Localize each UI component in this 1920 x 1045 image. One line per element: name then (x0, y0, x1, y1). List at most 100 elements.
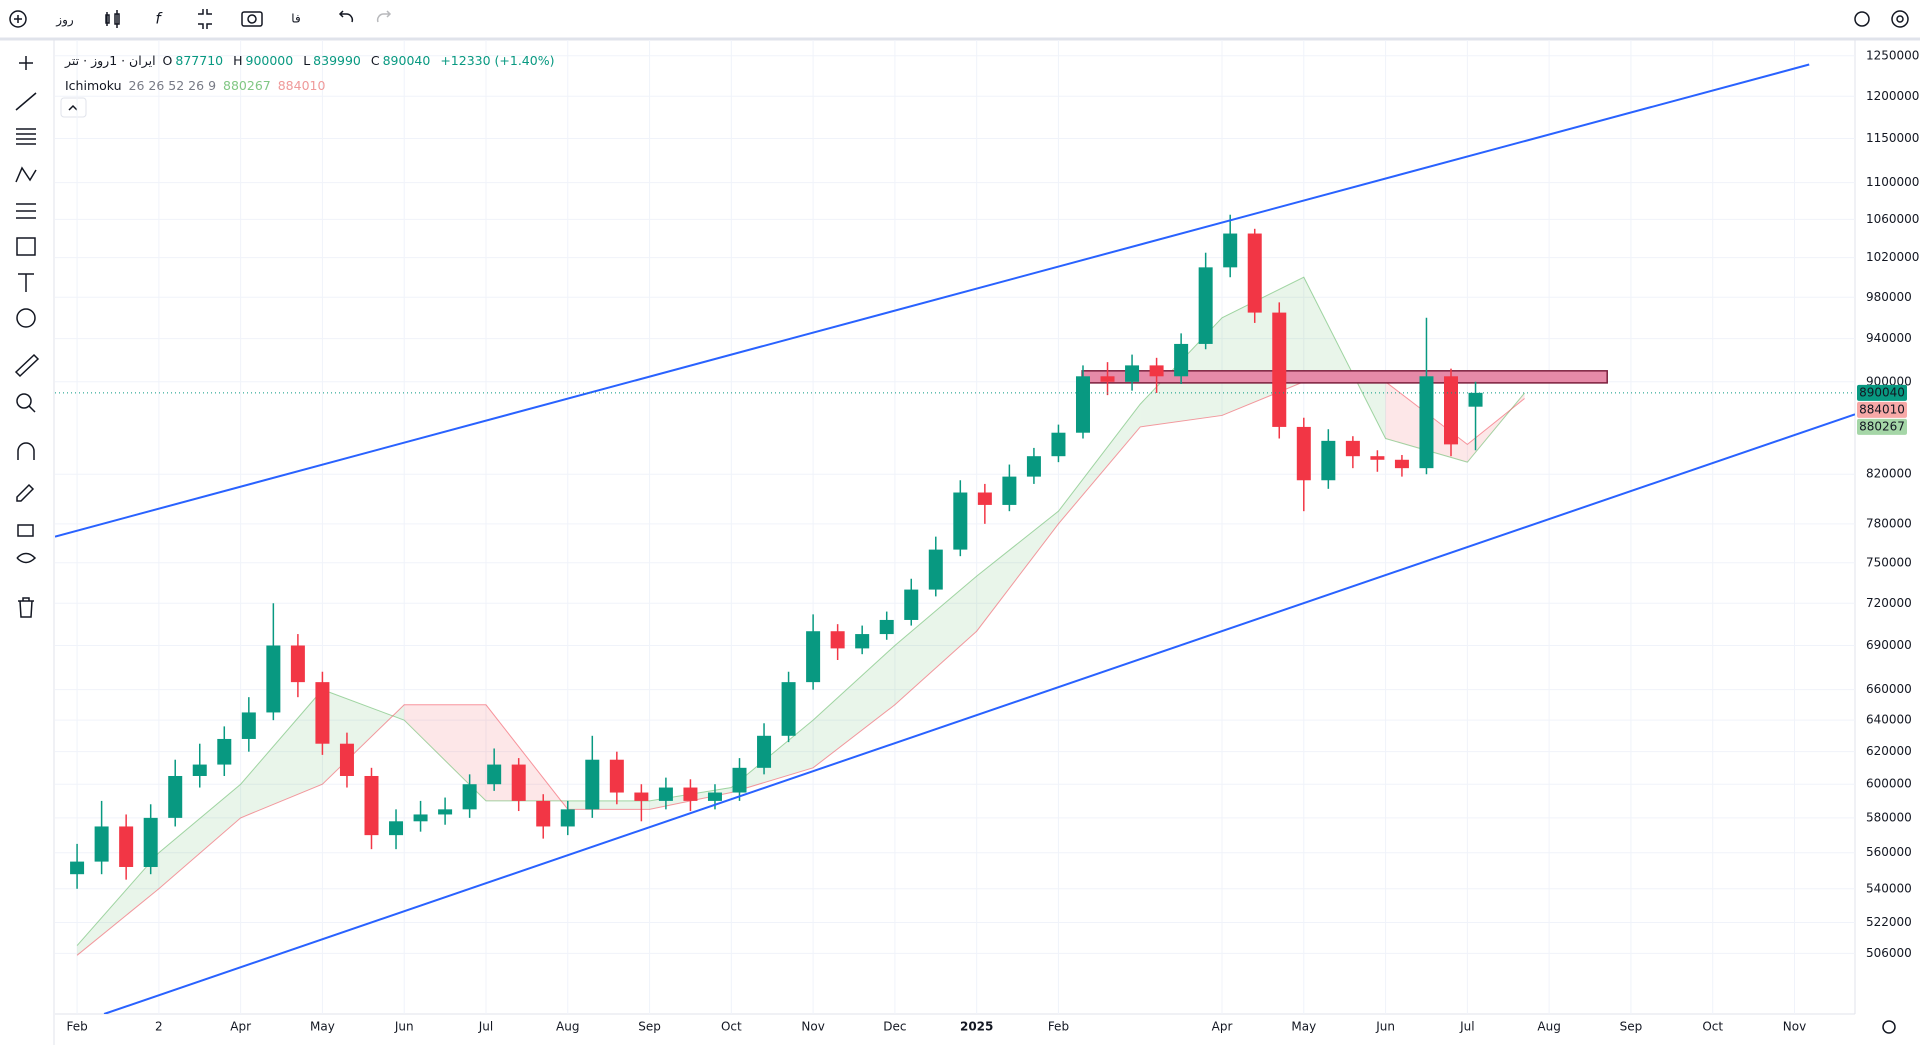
candle-body (1223, 233, 1238, 268)
candle-body (683, 787, 698, 801)
chart-type-button[interactable] (105, 10, 120, 28)
price-badge-label: 890040 (1859, 385, 1905, 399)
cloud-segment (240, 689, 323, 818)
indicator-value: 884010 (277, 78, 326, 93)
candle-body (1444, 376, 1459, 445)
redo-button[interactable] (376, 10, 392, 23)
left-toolbar (14, 40, 55, 1045)
candle-body (1198, 267, 1213, 344)
emoji-tool[interactable] (16, 308, 36, 328)
x-tick-label: Nov (1783, 1020, 1806, 1034)
cloud-segment (731, 720, 814, 793)
settings-button[interactable] (1891, 10, 1909, 28)
y-tick-label: 900000 (1866, 374, 1912, 388)
measure-tool[interactable] (14, 353, 40, 378)
axis-settings-button[interactable] (1882, 1020, 1896, 1034)
indicator-name: Ichimoku (65, 78, 122, 93)
snapshot-lens (247, 14, 257, 24)
zoom-tool[interactable] (16, 393, 32, 409)
cloud-segment (404, 704, 486, 801)
snapshot-button[interactable] (241, 11, 263, 27)
interval-button[interactable]: روز (55, 13, 74, 28)
candle-body (290, 645, 305, 683)
fullscreen-button[interactable] (198, 9, 212, 29)
fib-tool[interactable] (16, 128, 36, 145)
delete-tool[interactable] (18, 597, 34, 618)
y-tick-label: 506000 (1866, 946, 1912, 960)
crosshair-tool[interactable] (19, 56, 33, 70)
y-tick-label: 560000 (1866, 845, 1912, 859)
ohlc-value: 877710 (175, 53, 224, 68)
indicators-button[interactable]: f (155, 10, 163, 28)
candle-body (217, 738, 232, 765)
price-badge (1857, 401, 1907, 418)
candle-body (1051, 432, 1066, 457)
candle-body (241, 712, 256, 739)
ohlc-label: C (370, 53, 380, 68)
change: +12330 (+1.40%) (440, 53, 555, 68)
candle-body (339, 743, 354, 776)
undo-button[interactable] (338, 10, 354, 23)
shape-tool[interactable] (16, 237, 36, 256)
x-tick-label: Oct (1702, 1020, 1723, 1034)
candle-body (266, 645, 281, 713)
candle-body (904, 589, 919, 620)
x-tick-label: May (1291, 1020, 1316, 1034)
settings-center (1896, 15, 1904, 23)
candle-body (732, 767, 747, 793)
projection-tool[interactable] (16, 203, 36, 219)
legend-row-indicator: Ichimoku 26 26 52 26 9 880267 884010 (65, 73, 557, 98)
y-tick-label: 1100000 (1866, 175, 1919, 189)
text-tool[interactable] (18, 273, 34, 292)
y-tick-label: 750000 (1866, 555, 1912, 569)
ohlc-value: 900000 (245, 53, 294, 68)
x-tick-label: Feb (1048, 1020, 1069, 1034)
collapse-chevron (68, 104, 78, 111)
magnet-tool[interactable] (17, 442, 35, 460)
candle-body (879, 619, 894, 635)
price-badge-label: 884010 (1859, 402, 1905, 416)
language-button[interactable]: فا (291, 12, 300, 26)
ohlc-open: O 877710 (163, 53, 227, 68)
price-badge (1857, 384, 1907, 401)
candle-body (757, 735, 772, 768)
x-tick-label: Jul (478, 1020, 493, 1034)
candle-body (585, 759, 600, 810)
ohlc-label: L (303, 53, 311, 68)
candle-body (781, 682, 796, 736)
alert-button[interactable] (1854, 11, 1870, 27)
cloud-segment (1058, 404, 1141, 524)
candle-body (1002, 476, 1017, 505)
candle-body (192, 764, 207, 776)
legend: ایران · 1روز · تتر O 877710 H 900000 L 8399… (65, 48, 557, 98)
candle-body (1247, 233, 1262, 313)
pattern-tool[interactable] (15, 166, 37, 183)
x-tick-label: Aug (1537, 1020, 1560, 1034)
y-tick-label: 540000 (1866, 881, 1912, 895)
candle-body (462, 784, 477, 810)
candle-body (511, 764, 526, 801)
y-tick-label: 1250000 (1866, 48, 1919, 62)
candle-body (1321, 440, 1336, 481)
candle-body (1419, 376, 1434, 469)
candle-body (143, 817, 158, 867)
x-tick-label: 2 (155, 1020, 163, 1034)
candle-body (536, 800, 551, 827)
trend-line-tool[interactable] (15, 92, 37, 111)
candle-body (119, 826, 134, 867)
indicator-params: 26 26 52 26 9 (128, 78, 217, 93)
plot-area (55, 63, 1855, 1014)
legend-row-main: ایران · 1روز · تتر O 877710 H 900000 L 8399… (65, 48, 557, 73)
add-button[interactable] (9, 10, 27, 28)
candle-body (560, 809, 575, 827)
lock-tool[interactable] (17, 524, 34, 537)
y-tick-label: 660000 (1866, 682, 1912, 696)
cloud-segment (567, 800, 650, 810)
hide-tool[interactable] (16, 552, 37, 564)
trend-line (103, 413, 1855, 1014)
draw-mode-tool[interactable] (16, 483, 35, 502)
indicator-value: 880267 (223, 78, 271, 93)
ohlc-value: 890040 (382, 53, 431, 68)
candle-body (1026, 456, 1041, 477)
